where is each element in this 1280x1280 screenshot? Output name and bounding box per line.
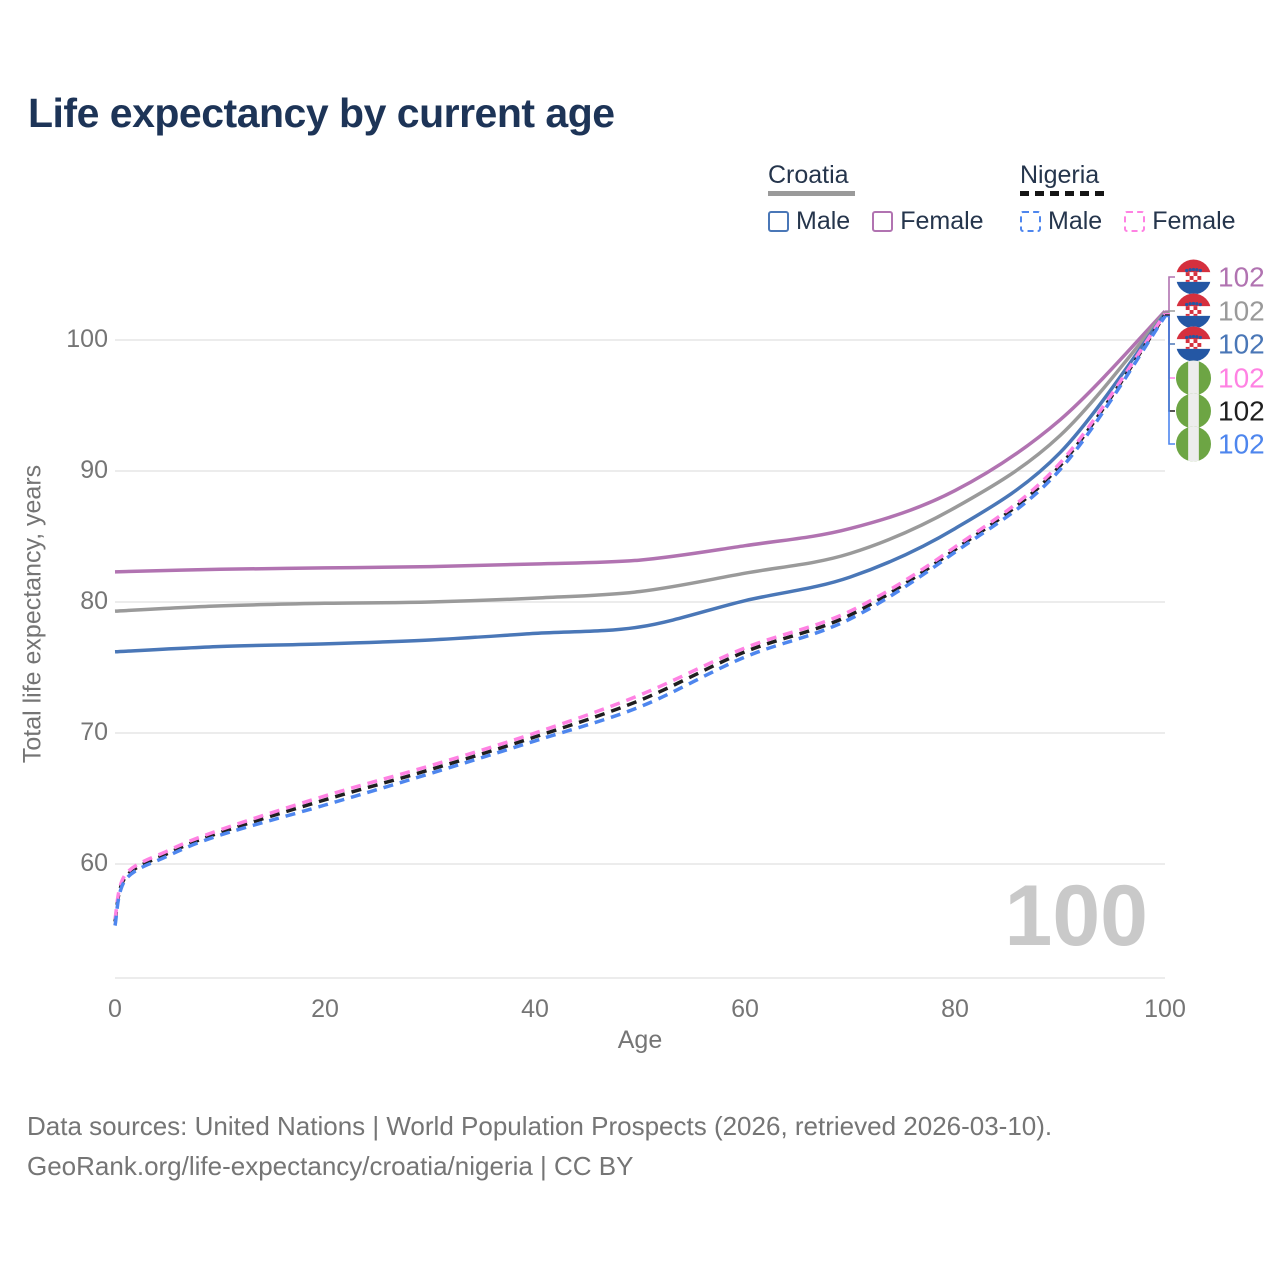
line-nigeria_female xyxy=(113,312,1167,920)
croatia-female-checkbox-icon[interactable] xyxy=(872,211,894,232)
legend-item-nigeria-female[interactable]: Female xyxy=(1124,207,1236,236)
data-series-lines xyxy=(113,309,1167,926)
end-value: 102 xyxy=(1218,261,1265,292)
x-tick-label-0: 0 xyxy=(108,995,122,1023)
croatia-male-checkbox-icon[interactable] xyxy=(768,211,789,232)
line-croatia_female xyxy=(114,309,1167,574)
y-axis-title: Total life expectancy, years xyxy=(18,464,47,764)
nigeria-female-checkbox-icon[interactable] xyxy=(1124,211,1146,232)
nigeria-flag-icon xyxy=(1176,394,1211,429)
connector-nigeria_female xyxy=(1165,313,1175,379)
line-croatia_total xyxy=(114,311,1167,613)
end-label-croatia_female: 102 xyxy=(1176,260,1265,295)
legend-item-croatia-female[interactable]: Female xyxy=(872,207,984,236)
y-tick-label-100: 100 xyxy=(66,324,108,353)
page-title: Life expectancy by current age xyxy=(28,90,615,136)
nigeria-flag-icon xyxy=(1176,361,1211,396)
end-label-nigeria_male: 102 xyxy=(1176,427,1265,462)
legend-item-nigeria-male[interactable]: Male xyxy=(1020,207,1102,236)
y-tick-label-60: 60 xyxy=(80,848,108,877)
end-value: 102 xyxy=(1218,395,1265,426)
croatia-flag-icon xyxy=(1176,260,1211,295)
end-label-nigeria_female: 102 xyxy=(1176,361,1265,396)
croatia-line-sample xyxy=(768,191,855,196)
connector-croatia_total xyxy=(1165,310,1175,314)
end-value: 102 xyxy=(1218,362,1265,393)
x-tick-label-100: 100 xyxy=(1144,995,1186,1023)
end-value: 102 xyxy=(1218,328,1265,359)
legend-group-nigeria: Nigeria Male Female xyxy=(1020,162,1236,236)
legend-label: Female xyxy=(900,207,984,235)
end-label-nigeria_total: 102 xyxy=(1176,394,1265,429)
footer: Data sources: United Nations | World Pop… xyxy=(27,1106,1052,1186)
line-nigeria_male xyxy=(113,315,1167,926)
line-croatia_male xyxy=(114,312,1167,654)
legend-label: Male xyxy=(1048,207,1103,235)
end-value: 102 xyxy=(1218,295,1265,326)
end-label-connectors xyxy=(1165,276,1175,445)
connector-nigeria_total xyxy=(1165,314,1175,412)
legend-label: Male xyxy=(796,207,851,235)
nigeria-line-sample xyxy=(1020,191,1107,196)
y-tick-label-90: 90 xyxy=(80,455,108,484)
x-tick-label-80: 80 xyxy=(941,995,969,1023)
legend-label: Female xyxy=(1152,207,1236,235)
legend-country-croatia[interactable]: Croatia xyxy=(768,161,849,189)
x-tick-label-60: 60 xyxy=(731,995,759,1023)
legend-country-nigeria[interactable]: Nigeria xyxy=(1020,161,1100,189)
line-nigeria_total xyxy=(113,314,1167,923)
source-url: GeoRank.org/life-expectancy/croatia/nige… xyxy=(27,1151,634,1181)
connector-nigeria_male xyxy=(1165,315,1175,445)
croatia-flag-icon xyxy=(1176,327,1211,362)
nigeria-male-checkbox-icon[interactable] xyxy=(1020,211,1041,232)
croatia-flag-icon xyxy=(1176,294,1211,329)
x-tick-label-20: 20 xyxy=(311,995,339,1023)
connector-croatia_male xyxy=(1165,313,1175,345)
end-label-croatia_total: 102 xyxy=(1176,294,1265,329)
data-sources-note: Data sources: United Nations | World Pop… xyxy=(27,1111,1053,1141)
y-tick-label-70: 70 xyxy=(80,717,108,746)
legend-item-croatia-male[interactable]: Male xyxy=(768,207,850,236)
legend-group-croatia: Croatia Male Female xyxy=(768,162,984,236)
x-axis-title: Age xyxy=(617,1026,663,1054)
y-tick-label-80: 80 xyxy=(80,586,108,615)
end-label-croatia_male: 102 xyxy=(1176,327,1265,362)
nigeria-flag-icon xyxy=(1176,427,1211,462)
end-value: 102 xyxy=(1218,428,1265,459)
connector-croatia_female xyxy=(1165,276,1175,312)
x-tick-label-40: 40 xyxy=(521,995,549,1023)
age-indicator-watermark: 100 xyxy=(1004,868,1149,964)
